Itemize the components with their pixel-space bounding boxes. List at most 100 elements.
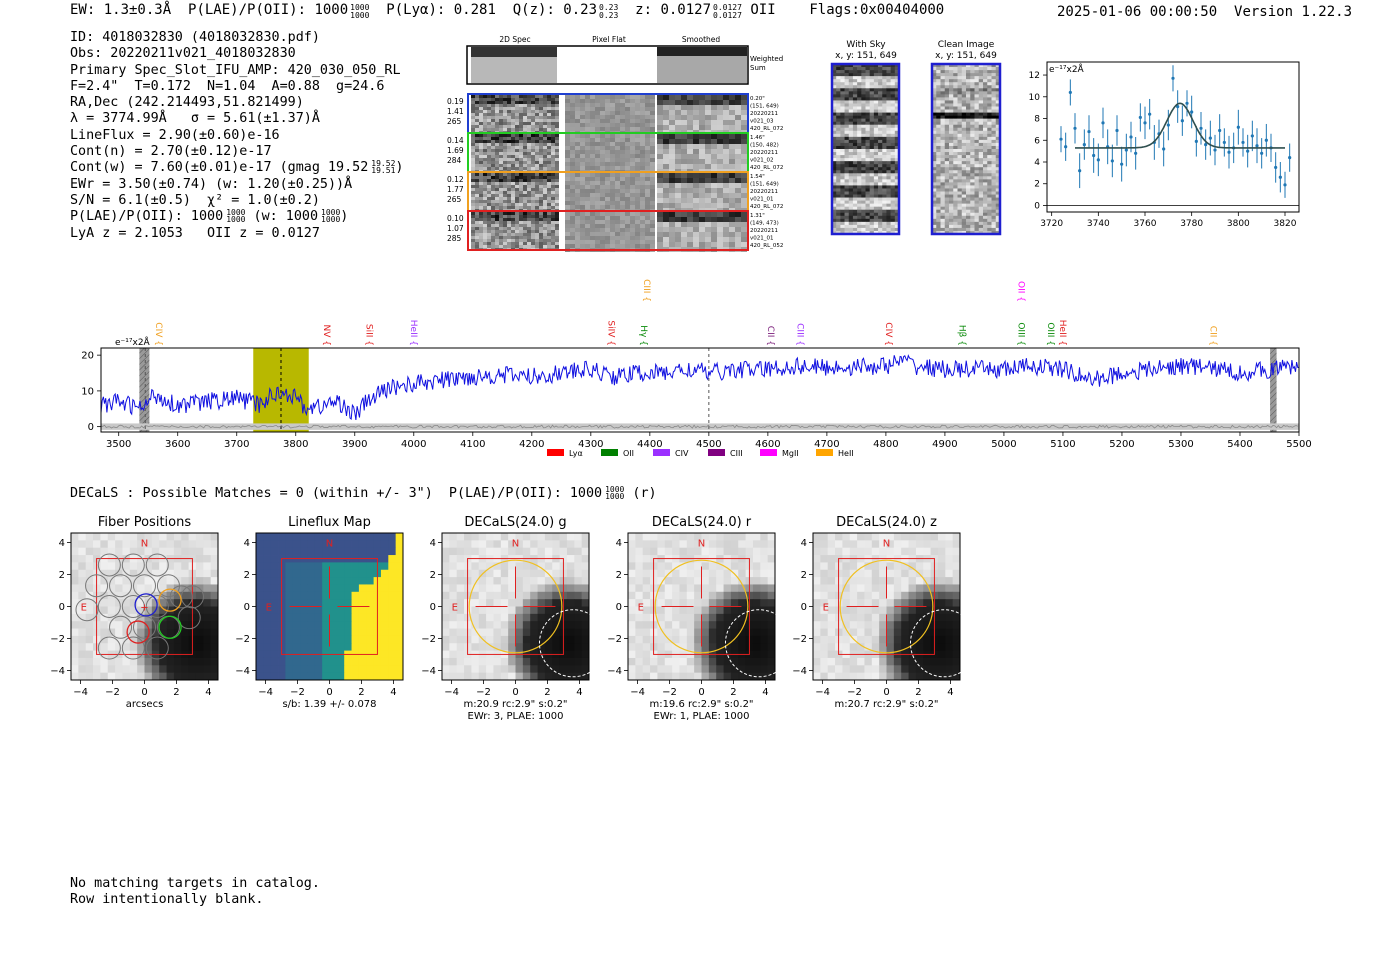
weighted-label-2: Sum (750, 64, 766, 72)
panel-ytick-label: −4 (607, 666, 622, 677)
fit-point (1124, 148, 1128, 152)
cutout-row-meta: v021_03 (750, 119, 774, 125)
fit-point (1120, 162, 1124, 166)
spectrum-ytick-label: 0 (88, 422, 94, 433)
legend-swatch (816, 449, 833, 456)
aperture-circle (468, 559, 563, 654)
cutout-row-meta: 420_RL_072 (750, 126, 783, 132)
panel-title: DECaLS(24.0) z (836, 515, 937, 530)
panel-xlabel: s/b: 1.39 +/- 0.078 (282, 699, 376, 710)
cutout-row-stat: 1.77 (447, 185, 464, 194)
header-line: EW: 1.3±0.3Å P(LAE)/P(OII): 1000 1000 1000… (70, 2, 944, 20)
fiber-circle (145, 595, 169, 618)
note-1: No matching targets in catalog. (70, 876, 320, 891)
info-block: ID: 4018032830 (4018032830.pdf) Obs: 202… (70, 30, 403, 242)
fiber-primary (134, 593, 158, 617)
header-right: 2025-01-06 00:00:50 Version 1.22.3 (1057, 4, 1352, 20)
header-plae-hi: 1000 (350, 3, 370, 12)
panel-xtick-label: 0 (141, 687, 147, 698)
cutout-row-stat: 1.41 (447, 107, 464, 116)
header-plae-lo: 1000 (350, 11, 370, 20)
legend-label: HeII (838, 449, 854, 458)
compass-north: N (698, 539, 705, 550)
note-2: Row intentionally blank. (70, 891, 264, 907)
fiber-quaternary (126, 620, 150, 644)
header-z-lo: 0.0127 (713, 11, 742, 20)
panel-xtick-label: −4 (258, 687, 273, 698)
with-sky-coords: x, y: 151, 649 (835, 51, 897, 61)
spectrum-line-label-text: CIII { (641, 279, 651, 302)
info-plae-lo: 1000 (226, 215, 246, 225)
fit-ytick-label: 12 (1029, 71, 1040, 81)
panel-1: Fiber Positions + N E −4 −4 −2 −2 0 0 2 2 4 4 arcsecs (50, 515, 219, 710)
fit-point (1176, 104, 1180, 109)
aperture-box (653, 558, 750, 655)
fiber-circle (180, 585, 204, 609)
spectrum-line-label: HeII { (408, 320, 418, 346)
spectrum-xtick-label: 4400 (637, 439, 662, 450)
cutout-row-meta: 1.46" (750, 135, 765, 141)
cutout-row-meta: 20220211 (750, 228, 778, 234)
fit-xtick-label: 3780 (1180, 219, 1203, 229)
center-plus: + (140, 603, 148, 614)
aperture-box (838, 558, 935, 655)
cutout-row-stat: 265 (447, 117, 462, 126)
panel-ytick-label: −2 (421, 634, 436, 645)
spectrum-xtick-label: 4700 (814, 439, 839, 450)
panel-xtick-label: −2 (847, 687, 862, 698)
cutout-row-stat: 0.14 (447, 136, 464, 145)
compass-north: N (141, 539, 148, 550)
spectrum-xtick-label: 3600 (165, 439, 190, 450)
spectrum-line-label: CIV { (153, 322, 163, 346)
fit-point (1087, 129, 1091, 134)
spectrum-line-label-text: SiII { (364, 324, 374, 346)
cutout-row-meta: 420_RL_072 (750, 165, 783, 171)
info-plae-hi: 1000 (226, 208, 246, 218)
panel-ytick-label: −4 (235, 666, 250, 677)
fiber-circle (97, 636, 121, 660)
aperture-circle (654, 559, 749, 654)
panel-xlabel: m:20.7 rc:2.9" s:0.2" (834, 699, 938, 710)
compass-east: E (81, 603, 87, 614)
spectrum-xtick-label: 5300 (1168, 439, 1193, 450)
panel-sublabel: EWr: 1, PLAE: 1000 (654, 711, 750, 722)
fit-ytick-label: 4 (1034, 158, 1040, 168)
spectrum-line-label: CIII { (641, 279, 651, 302)
decals-title: DECaLS : Possible Matches = 0 (within +/… (70, 486, 657, 502)
with-sky-frame (830, 62, 901, 236)
fit-point (1171, 76, 1175, 80)
spectrum-line-label-text: HeII { (408, 320, 418, 346)
fit-point (1264, 138, 1268, 142)
cutout-row-meta: v021_02 (750, 158, 774, 164)
fit-ytick-label: 2 (1034, 180, 1040, 190)
fit-point (1134, 151, 1138, 155)
cutout-row-stat: 0.19 (447, 97, 464, 106)
fit-gaussian-line (1075, 102, 1285, 149)
fit-point (1227, 150, 1231, 154)
with-sky-title: With Sky (846, 40, 886, 50)
panel-xtick-label: 2 (544, 687, 550, 698)
info-fit: F=2.4" T=0.172 N=1.04 A=0.88 g=24.6 (70, 78, 385, 94)
panel-4: DECaLS(24.0) r N E −4 −4 −2 −2 0 0 2 2 4 4 m:19.6 rc:… (607, 515, 794, 722)
spectrum-legend: Lyα OII CIV CIII MgII HeII (547, 449, 854, 458)
fit-point (1129, 135, 1133, 139)
spectrum-line-label: NV { (321, 325, 331, 346)
header-qz-lo: 0.23 (599, 11, 619, 20)
panel-ytick-label: −2 (792, 634, 807, 645)
header-plae: P(LAE)/P(OII): 1000 (188, 2, 349, 18)
fiber-circle (177, 606, 201, 630)
fit-point (1236, 125, 1240, 129)
aperture-box (467, 558, 564, 655)
panel-sublabel: EWr: 3, PLAE: 1000 (468, 711, 564, 722)
cutout-row-meta: 0.20" (750, 96, 765, 102)
fiber-circle (109, 574, 133, 598)
cutout-row-meta: (151, 649) (750, 182, 779, 188)
legend-swatch (601, 449, 618, 456)
fit-point (1278, 175, 1282, 179)
spectrum-xtick-label: 4900 (932, 439, 957, 450)
spectrum-ytick-label: 20 (81, 351, 94, 362)
line-fit-plot: e⁻¹⁷x2Å 3720 3740 3760 3780 3800 3820 0 2 4 6 8 10 1… (1029, 61, 1300, 229)
fit-point (1073, 126, 1077, 130)
fit-point (1162, 147, 1166, 151)
